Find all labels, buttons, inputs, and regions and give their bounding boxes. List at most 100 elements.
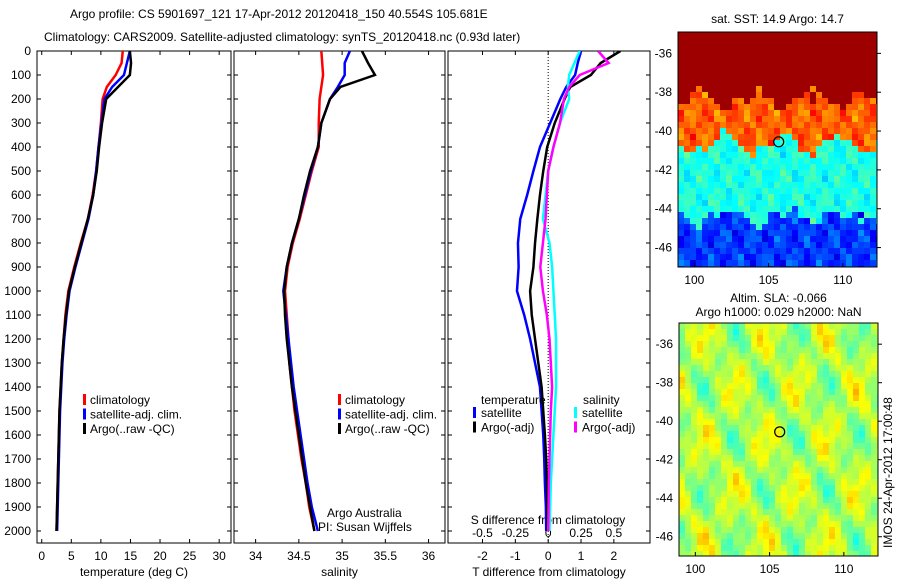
map-cell (739, 383, 745, 389)
map-cell (708, 194, 714, 200)
map-cell (678, 170, 684, 176)
map-cell (805, 473, 811, 479)
map-cell (805, 347, 811, 353)
map-cell (841, 485, 847, 491)
map-cell (859, 377, 865, 383)
map-cell (841, 341, 847, 347)
map-cell (786, 122, 792, 128)
map-cell (834, 164, 840, 170)
map-cell (859, 545, 865, 551)
map-cell (786, 182, 792, 188)
map-cell (733, 401, 739, 407)
map-cell (828, 212, 834, 218)
map-cell (781, 539, 787, 545)
map-cell (685, 323, 691, 329)
map-cell (714, 92, 720, 98)
map-cell (769, 485, 775, 491)
map-cell (715, 545, 721, 551)
map-cell (709, 467, 715, 473)
map-cell (732, 260, 738, 266)
map-cell (703, 503, 709, 509)
map-cell (834, 224, 840, 230)
map-cell (847, 527, 853, 533)
map-cell (865, 377, 871, 383)
map-cell (775, 431, 781, 437)
map-cell (708, 170, 714, 176)
map-cell (739, 323, 745, 329)
map-cell (853, 521, 859, 527)
map-cell (769, 407, 775, 413)
map-cell (702, 212, 708, 218)
map-cell (847, 545, 853, 551)
map-cell (721, 551, 727, 556)
map-cell (828, 38, 834, 44)
map-cell (817, 395, 823, 401)
map-cell (696, 158, 702, 164)
map-cell (859, 383, 865, 389)
map-cell (822, 62, 828, 68)
map-cell (853, 329, 859, 335)
map-title: sat. SST: 14.9 Argo: 14.7 (711, 12, 844, 26)
map-cell (780, 182, 786, 188)
map-cell (775, 395, 781, 401)
map-cell (787, 491, 793, 497)
map-cell (775, 341, 781, 347)
map-cell (733, 413, 739, 419)
map-cell (750, 98, 756, 104)
map-cell (847, 395, 853, 401)
map-cell (853, 347, 859, 353)
map-cell (727, 515, 733, 521)
map-cell (757, 473, 763, 479)
map-cell (828, 218, 834, 224)
map-cell (702, 254, 708, 260)
map-cell (786, 194, 792, 200)
map-cell (870, 146, 876, 152)
map-cell (763, 551, 769, 556)
map-cell (870, 74, 876, 80)
map-cell (751, 365, 757, 371)
map-cell (768, 260, 774, 266)
map-cell (793, 377, 799, 383)
map-cell (793, 551, 799, 556)
map-cell (865, 497, 871, 503)
map-cell (864, 158, 870, 164)
map-cell (865, 461, 871, 467)
map-cell (846, 116, 852, 122)
map-cell (817, 521, 823, 527)
map-cell (757, 371, 763, 377)
map-cell (787, 407, 793, 413)
map-cell (750, 254, 756, 260)
map-cell (750, 248, 756, 254)
map-cell (757, 413, 763, 419)
map-cell (864, 38, 870, 44)
map-cell (763, 407, 769, 413)
map-cell (756, 182, 762, 188)
map-cell (750, 188, 756, 194)
map-cell (708, 212, 714, 218)
map-cell (810, 176, 816, 182)
map-cell (703, 377, 709, 383)
map-cell (805, 395, 811, 401)
map-cell (798, 194, 804, 200)
legend-label: satellite-adj. clim. (90, 408, 182, 422)
map-cell (762, 74, 768, 80)
map-cell (864, 116, 870, 122)
map-cell (811, 431, 817, 437)
map-cell (787, 383, 793, 389)
map-cell (804, 122, 810, 128)
map-cell (715, 377, 721, 383)
map-cell (708, 224, 714, 230)
map-cell (817, 401, 823, 407)
map-cell (678, 152, 684, 158)
map-cell (781, 389, 787, 395)
map-cell (679, 371, 685, 377)
map-cell (811, 479, 817, 485)
legend-swatch (473, 421, 476, 433)
map-cell (792, 218, 798, 224)
map-cell (787, 479, 793, 485)
map-cell (793, 479, 799, 485)
map-cell (685, 431, 691, 437)
map-cell (822, 86, 828, 92)
map-cell (679, 485, 685, 491)
